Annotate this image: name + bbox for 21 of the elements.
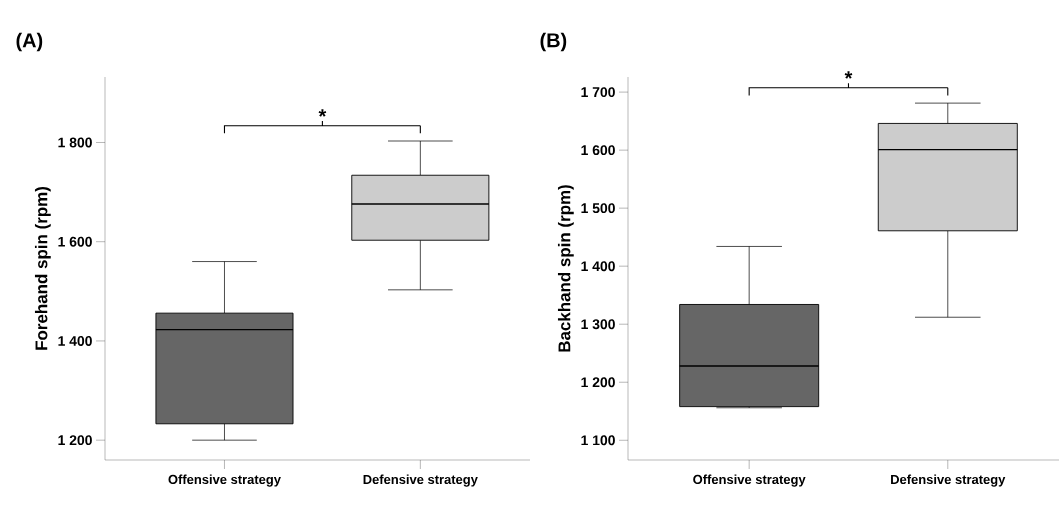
y-tick-label: 1 200 bbox=[58, 435, 92, 446]
y-tick-label: 1 400 bbox=[581, 261, 615, 272]
x-tick-label: Offensive strategy bbox=[693, 474, 806, 487]
y-axis-title: Forehand spin (rpm) bbox=[34, 187, 51, 350]
y-tick-label: 1 200 bbox=[581, 377, 615, 388]
y-tick-label: 1 600 bbox=[581, 145, 615, 156]
y-tick-label: 1 700 bbox=[581, 87, 615, 98]
chart-title: (B) bbox=[540, 32, 567, 52]
y-tick-label: 1 300 bbox=[581, 319, 615, 330]
x-tick-label: Defensive strategy bbox=[363, 474, 478, 487]
annotation: * bbox=[318, 109, 327, 117]
annotation: * bbox=[844, 71, 853, 79]
y-tick-label: 1 500 bbox=[581, 203, 615, 214]
x-tick-label: Defensive strategy bbox=[891, 474, 1006, 487]
y-tick-label: 1 600 bbox=[58, 236, 92, 247]
chart-title: (A) bbox=[16, 32, 43, 52]
y-tick-label: 1 100 bbox=[581, 435, 615, 446]
y-tick-label: 1 400 bbox=[58, 335, 92, 346]
y-tick-label: 1 800 bbox=[58, 137, 92, 148]
x-tick-label: Offensive strategy bbox=[168, 474, 281, 487]
y-axis-title: Backhand spin (rpm) bbox=[557, 185, 574, 352]
